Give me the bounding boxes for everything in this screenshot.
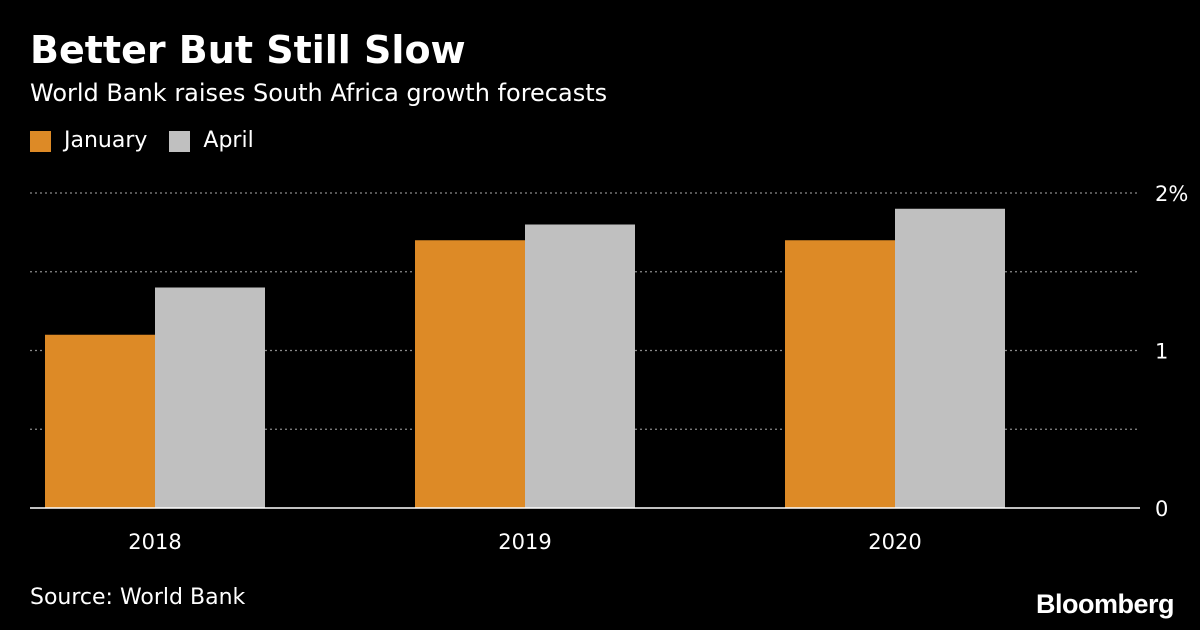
legend-swatch-january: [30, 130, 51, 152]
bar-january-2019: [415, 240, 525, 508]
legend: January April: [30, 127, 276, 155]
x-tick-label: 2020: [868, 530, 921, 554]
legend-label-january: January: [64, 128, 148, 153]
bar-january-2018: [45, 334, 155, 508]
x-tick-label: 2019: [498, 530, 551, 554]
bar-april-2020: [895, 208, 1005, 508]
legend-item-april: April: [169, 127, 254, 155]
bar-april-2019: [525, 224, 635, 508]
legend-label-april: April: [203, 128, 254, 153]
y-tick-label: 1: [1155, 340, 1168, 364]
legend-swatch-april: [169, 130, 191, 152]
y-tick-label: 2%: [1155, 182, 1188, 206]
x-tick-label: 2018: [128, 530, 181, 554]
y-tick-label: 0: [1155, 497, 1168, 521]
chart-subtitle: World Bank raises South Africa growth fo…: [30, 79, 608, 107]
chart-title: Better But Still Slow: [30, 28, 466, 72]
bar-april-2018: [155, 287, 265, 508]
bloomberg-logo: Bloomberg: [1035, 589, 1175, 619]
source-note: Source: World Bank: [30, 585, 246, 610]
legend-item-january: January: [30, 127, 147, 155]
bar-january-2020: [785, 240, 895, 508]
